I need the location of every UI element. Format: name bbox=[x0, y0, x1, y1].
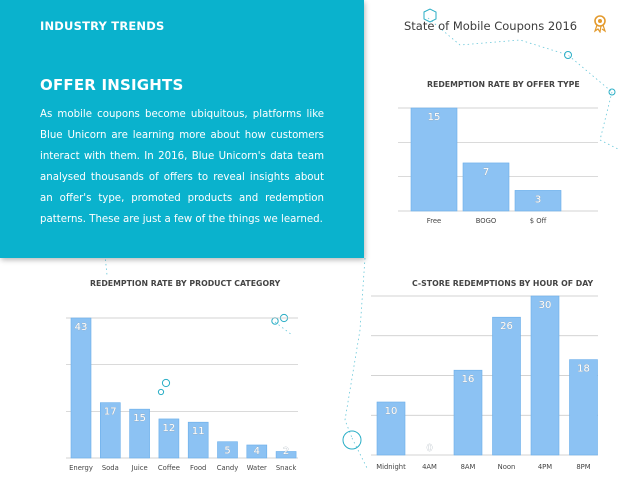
hour-of-day-category-label: Noon bbox=[498, 463, 516, 471]
offer-type-category-label: BOGO bbox=[476, 217, 497, 225]
offer-type-data-label: 7 bbox=[483, 167, 489, 178]
product-category-category-label: Juice bbox=[131, 464, 148, 472]
product-category-bar bbox=[246, 444, 268, 459]
product-category-category-label: Water bbox=[247, 464, 267, 472]
product-category-bar bbox=[217, 441, 238, 459]
product-category-bar bbox=[158, 418, 180, 459]
offer-type-category-label: $ Off bbox=[530, 217, 547, 225]
product-category-data-label: 17 bbox=[104, 407, 117, 418]
hour-of-day-category-label: 4PM bbox=[538, 463, 552, 471]
offer-type-chart-title: REDEMPTION RATE BY OFFER TYPE bbox=[427, 80, 580, 89]
hour-of-day-data-label: 16 bbox=[462, 374, 475, 385]
product-category-category-label: Candy bbox=[217, 464, 239, 472]
product-category-data-label: 2 bbox=[283, 446, 289, 457]
offer-insights-panel: INDUSTRY TRENDS OFFER INSIGHTS As mobile… bbox=[0, 0, 364, 258]
offer-type-bar bbox=[410, 107, 458, 212]
offer-type-data-label: 3 bbox=[535, 194, 541, 205]
product-category-data-label: 15 bbox=[133, 413, 146, 424]
product-category-category-label: Coffee bbox=[158, 464, 180, 472]
product-category-data-label: 5 bbox=[224, 446, 230, 457]
product-category-chart-title: REDEMPTION RATE BY PRODUCT CATEGORY bbox=[90, 279, 281, 288]
hour-of-day-category-label: Midnight bbox=[376, 463, 406, 471]
product-category-category-label: Energy bbox=[69, 464, 93, 472]
hour-of-day-category-label: 8AM bbox=[461, 463, 476, 471]
product-category-bar bbox=[100, 402, 121, 459]
product-category-bar bbox=[70, 317, 92, 459]
product-category-bar bbox=[187, 421, 209, 459]
product-category-data-label: 12 bbox=[163, 423, 176, 434]
hour-of-day-chart-title: C-STORE REDEMPTIONS BY HOUR OF DAY bbox=[412, 279, 594, 288]
product-category-category-label: Soda bbox=[102, 464, 119, 472]
hour-of-day-data-label: 10 bbox=[385, 406, 398, 417]
product-category-bar bbox=[275, 451, 297, 459]
product-category-category-label: Snack bbox=[276, 464, 297, 472]
hour-of-day-bar bbox=[569, 359, 598, 456]
ribbon-badge-icon bbox=[593, 15, 607, 33]
product-category-data-label: 43 bbox=[75, 322, 88, 333]
product-category-category-label: Food bbox=[190, 464, 206, 472]
offer-type-bar bbox=[462, 162, 510, 212]
offer-type-category-label: Free bbox=[427, 217, 441, 225]
report-title: State of Mobile Coupons 2016 bbox=[404, 19, 578, 33]
insights-body-text: As mobile coupons become ubiquitous, pla… bbox=[40, 109, 324, 225]
hour-of-day-bar bbox=[376, 401, 406, 456]
hour-of-day-data-label: 0 bbox=[426, 443, 432, 454]
offer-type-data-label: 15 bbox=[428, 112, 441, 123]
hour-of-day-bar bbox=[492, 316, 521, 456]
hour-of-day-data-label: 26 bbox=[500, 321, 513, 332]
product-category-data-label: 11 bbox=[192, 426, 205, 437]
hour-of-day-data-label: 18 bbox=[577, 364, 590, 375]
hour-of-day-bar bbox=[530, 295, 560, 456]
product-category-bar bbox=[129, 408, 150, 459]
product-category-data-label: 4 bbox=[254, 446, 260, 457]
hour-of-day-category-label: 8PM bbox=[576, 463, 590, 471]
offer-type-bar bbox=[514, 190, 562, 212]
insights-title: OFFER INSIGHTS bbox=[40, 76, 184, 94]
hour-of-day-data-label: 30 bbox=[539, 300, 552, 311]
hour-of-day-bar bbox=[453, 369, 483, 456]
hour-of-day-category-label: 4AM bbox=[422, 463, 437, 471]
section-label: INDUSTRY TRENDS bbox=[40, 19, 165, 33]
